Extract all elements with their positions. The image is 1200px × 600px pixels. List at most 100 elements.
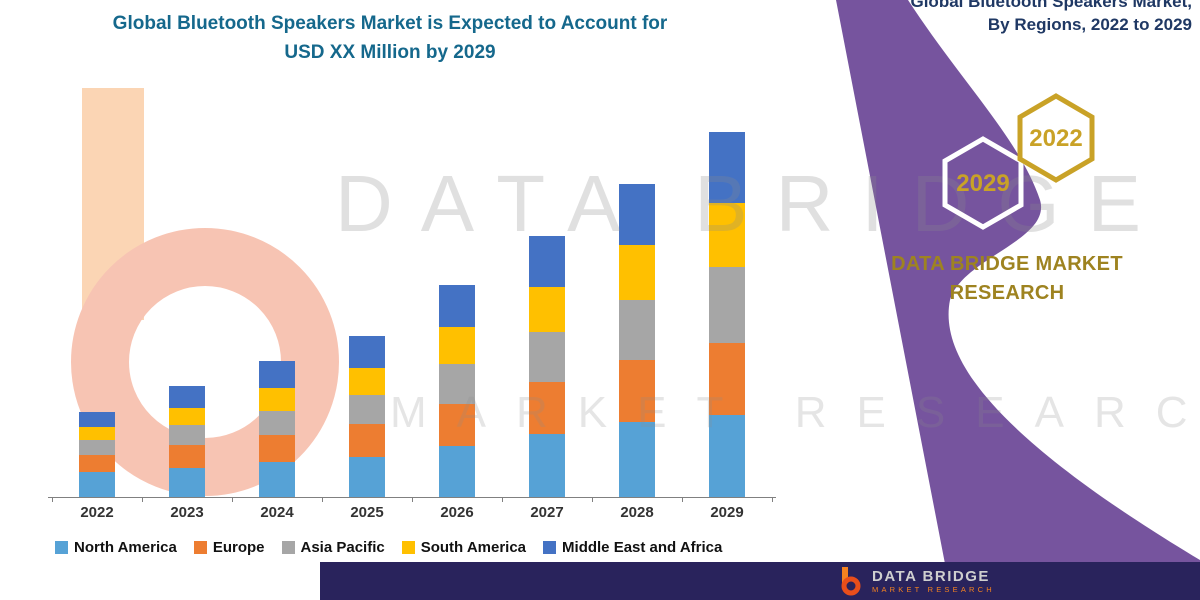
x-axis-label-2024: 2024 <box>260 504 294 521</box>
x-axis-label-2028: 2028 <box>620 504 654 521</box>
bar-segment-2025-north-america <box>349 456 385 497</box>
bar-segment-2026-asia-pacific <box>439 363 475 404</box>
bar-segment-2027-north-america <box>529 434 565 497</box>
bar-column-2022 <box>52 117 142 497</box>
x-axis-label-2026: 2026 <box>440 504 474 521</box>
bar-segment-2029-north-america <box>709 414 745 497</box>
bar-segment-2028-europe <box>619 359 655 423</box>
x-axis-labels: 2022 2023 2024 2025 2026 2027 2028 2029 <box>52 504 772 521</box>
purple-band-shape <box>836 0 1200 600</box>
legend-swatch <box>543 541 557 554</box>
bar-column-2028 <box>592 117 682 497</box>
bar-segment-2024-middle-east-and-africa <box>259 360 295 389</box>
footer-brand-sub: MARKET RESEARCH <box>872 584 995 594</box>
legend-swatch <box>55 541 68 554</box>
bar-segment-2025-asia-pacific <box>349 394 385 425</box>
footer-brand-text: DATA BRIDGE MARKET RESEARCH <box>872 568 995 595</box>
b-logo-stem <box>82 88 144 320</box>
chart-title-line1: Global Bluetooth Speakers Market is Expe… <box>112 13 668 34</box>
stacked-bar-2023 <box>169 386 205 497</box>
footer-b-logo-icon <box>841 567 861 596</box>
legend-swatch <box>281 541 295 554</box>
top-right-caption: Global Bluetooth Speakers Market, By Reg… <box>910 0 1192 36</box>
stacked-bar-2027 <box>529 236 565 497</box>
caption-line1-clipped: Global Bluetooth Speakers Market, <box>910 0 1192 11</box>
stacked-bar-2026 <box>439 285 475 497</box>
bar-segment-2029-south-america <box>709 202 745 268</box>
legend-swatch <box>193 541 207 554</box>
bar-segment-2028-north-america <box>619 422 655 497</box>
chart-legend: North America Europe Asia Pacific South Ame… <box>55 539 722 556</box>
bar-column-2023 <box>142 117 232 497</box>
chart-title-line2: USD XX Million by 2029 <box>284 41 496 63</box>
x-axis-label-2022: 2022 <box>80 504 114 521</box>
bar-segment-2024-north-america <box>259 461 295 497</box>
bar-column-2026 <box>412 117 502 497</box>
footer-brand: DATA BRIDGE MARKET RESEARCH <box>840 566 995 596</box>
bar-segment-2025-middle-east-and-africa <box>349 336 385 368</box>
legend-item-north-america: North America <box>55 539 177 556</box>
bar-segment-2027-europe <box>529 382 565 435</box>
bar-segment-2026-europe <box>439 403 475 446</box>
bar-segment-2029-europe <box>709 342 745 415</box>
chart-title: Global Bluetooth Speakers Market is Expe… <box>70 10 710 67</box>
caption-line2: By Regions, 2022 to 2029 <box>987 15 1192 34</box>
stacked-bar-2028 <box>619 184 655 497</box>
bar-segment-2024-asia-pacific <box>259 410 295 436</box>
legend-label: North America <box>74 539 177 556</box>
bar-segment-2026-north-america <box>439 445 475 497</box>
plot-area <box>52 117 772 497</box>
bar-segment-2027-middle-east-and-africa <box>529 236 565 288</box>
bar-segment-2027-south-america <box>529 287 565 333</box>
bar-segment-2022-asia-pacific <box>79 440 115 455</box>
bar-segment-2022-europe <box>79 454 115 473</box>
bar-segment-2024-south-america <box>259 388 295 411</box>
legend-label: South America <box>420 539 527 556</box>
company-name-line1: DATA BRIDGE MARKET <box>891 253 1123 275</box>
bar-segment-2028-asia-pacific <box>619 299 655 360</box>
bar-segment-2024-europe <box>259 435 295 462</box>
legend-label: Asia Pacific <box>300 539 385 556</box>
company-name-line2: RESEARCH <box>949 282 1065 304</box>
x-axis-label-2023: 2023 <box>170 504 204 521</box>
bar-segment-2029-asia-pacific <box>709 267 745 343</box>
bar-segment-2028-south-america <box>619 244 655 300</box>
bar-segment-2026-south-america <box>439 327 475 364</box>
bar-segment-2023-middle-east-and-africa <box>169 386 205 408</box>
legend-item-south-america: South America <box>401 539 527 556</box>
bar-segment-2025-south-america <box>349 367 385 395</box>
stacked-bar-2029 <box>709 132 745 497</box>
bar-segment-2022-north-america <box>79 472 115 497</box>
bar-segment-2022-middle-east-and-africa <box>79 411 115 428</box>
footer-bar: DATA BRIDGE MARKET RESEARCH <box>320 562 1200 600</box>
x-axis-label-2029: 2029 <box>710 504 744 521</box>
bar-segment-2025-europe <box>349 424 385 457</box>
bar-segment-2023-north-america <box>169 467 205 497</box>
bar-segment-2029-middle-east-and-africa <box>709 132 745 203</box>
legend-label: Middle East and Africa <box>562 539 723 556</box>
stacked-bar-2025 <box>349 336 385 497</box>
bar-segment-2023-europe <box>169 445 205 468</box>
bar-column-2025 <box>322 117 412 497</box>
bar-segment-2027-asia-pacific <box>529 332 565 383</box>
bar-column-2024 <box>232 117 322 497</box>
bar-segment-2023-asia-pacific <box>169 425 205 446</box>
footer-brand-name: DATA BRIDGE <box>872 567 990 585</box>
x-axis-label-2025: 2025 <box>350 504 384 521</box>
legend-item-asia-pacific: Asia Pacific <box>281 539 385 556</box>
bar-segment-2026-middle-east-and-africa <box>439 285 475 328</box>
hexagon-2022-outline <box>1017 93 1095 183</box>
legend-item-europe: Europe <box>193 539 265 556</box>
stacked-bar-2022 <box>79 411 115 497</box>
bar-segment-2022-south-america <box>79 427 115 441</box>
legend-label: Europe <box>212 539 265 556</box>
x-axis-ticks <box>52 497 773 502</box>
bar-segment-2028-middle-east-and-africa <box>619 184 655 245</box>
hexagon-2029-label: 2029 <box>956 170 1009 197</box>
year-hexagons: 2029 2022 <box>956 93 1095 197</box>
legend-swatch <box>401 541 415 554</box>
bar-column-2029 <box>682 117 772 497</box>
